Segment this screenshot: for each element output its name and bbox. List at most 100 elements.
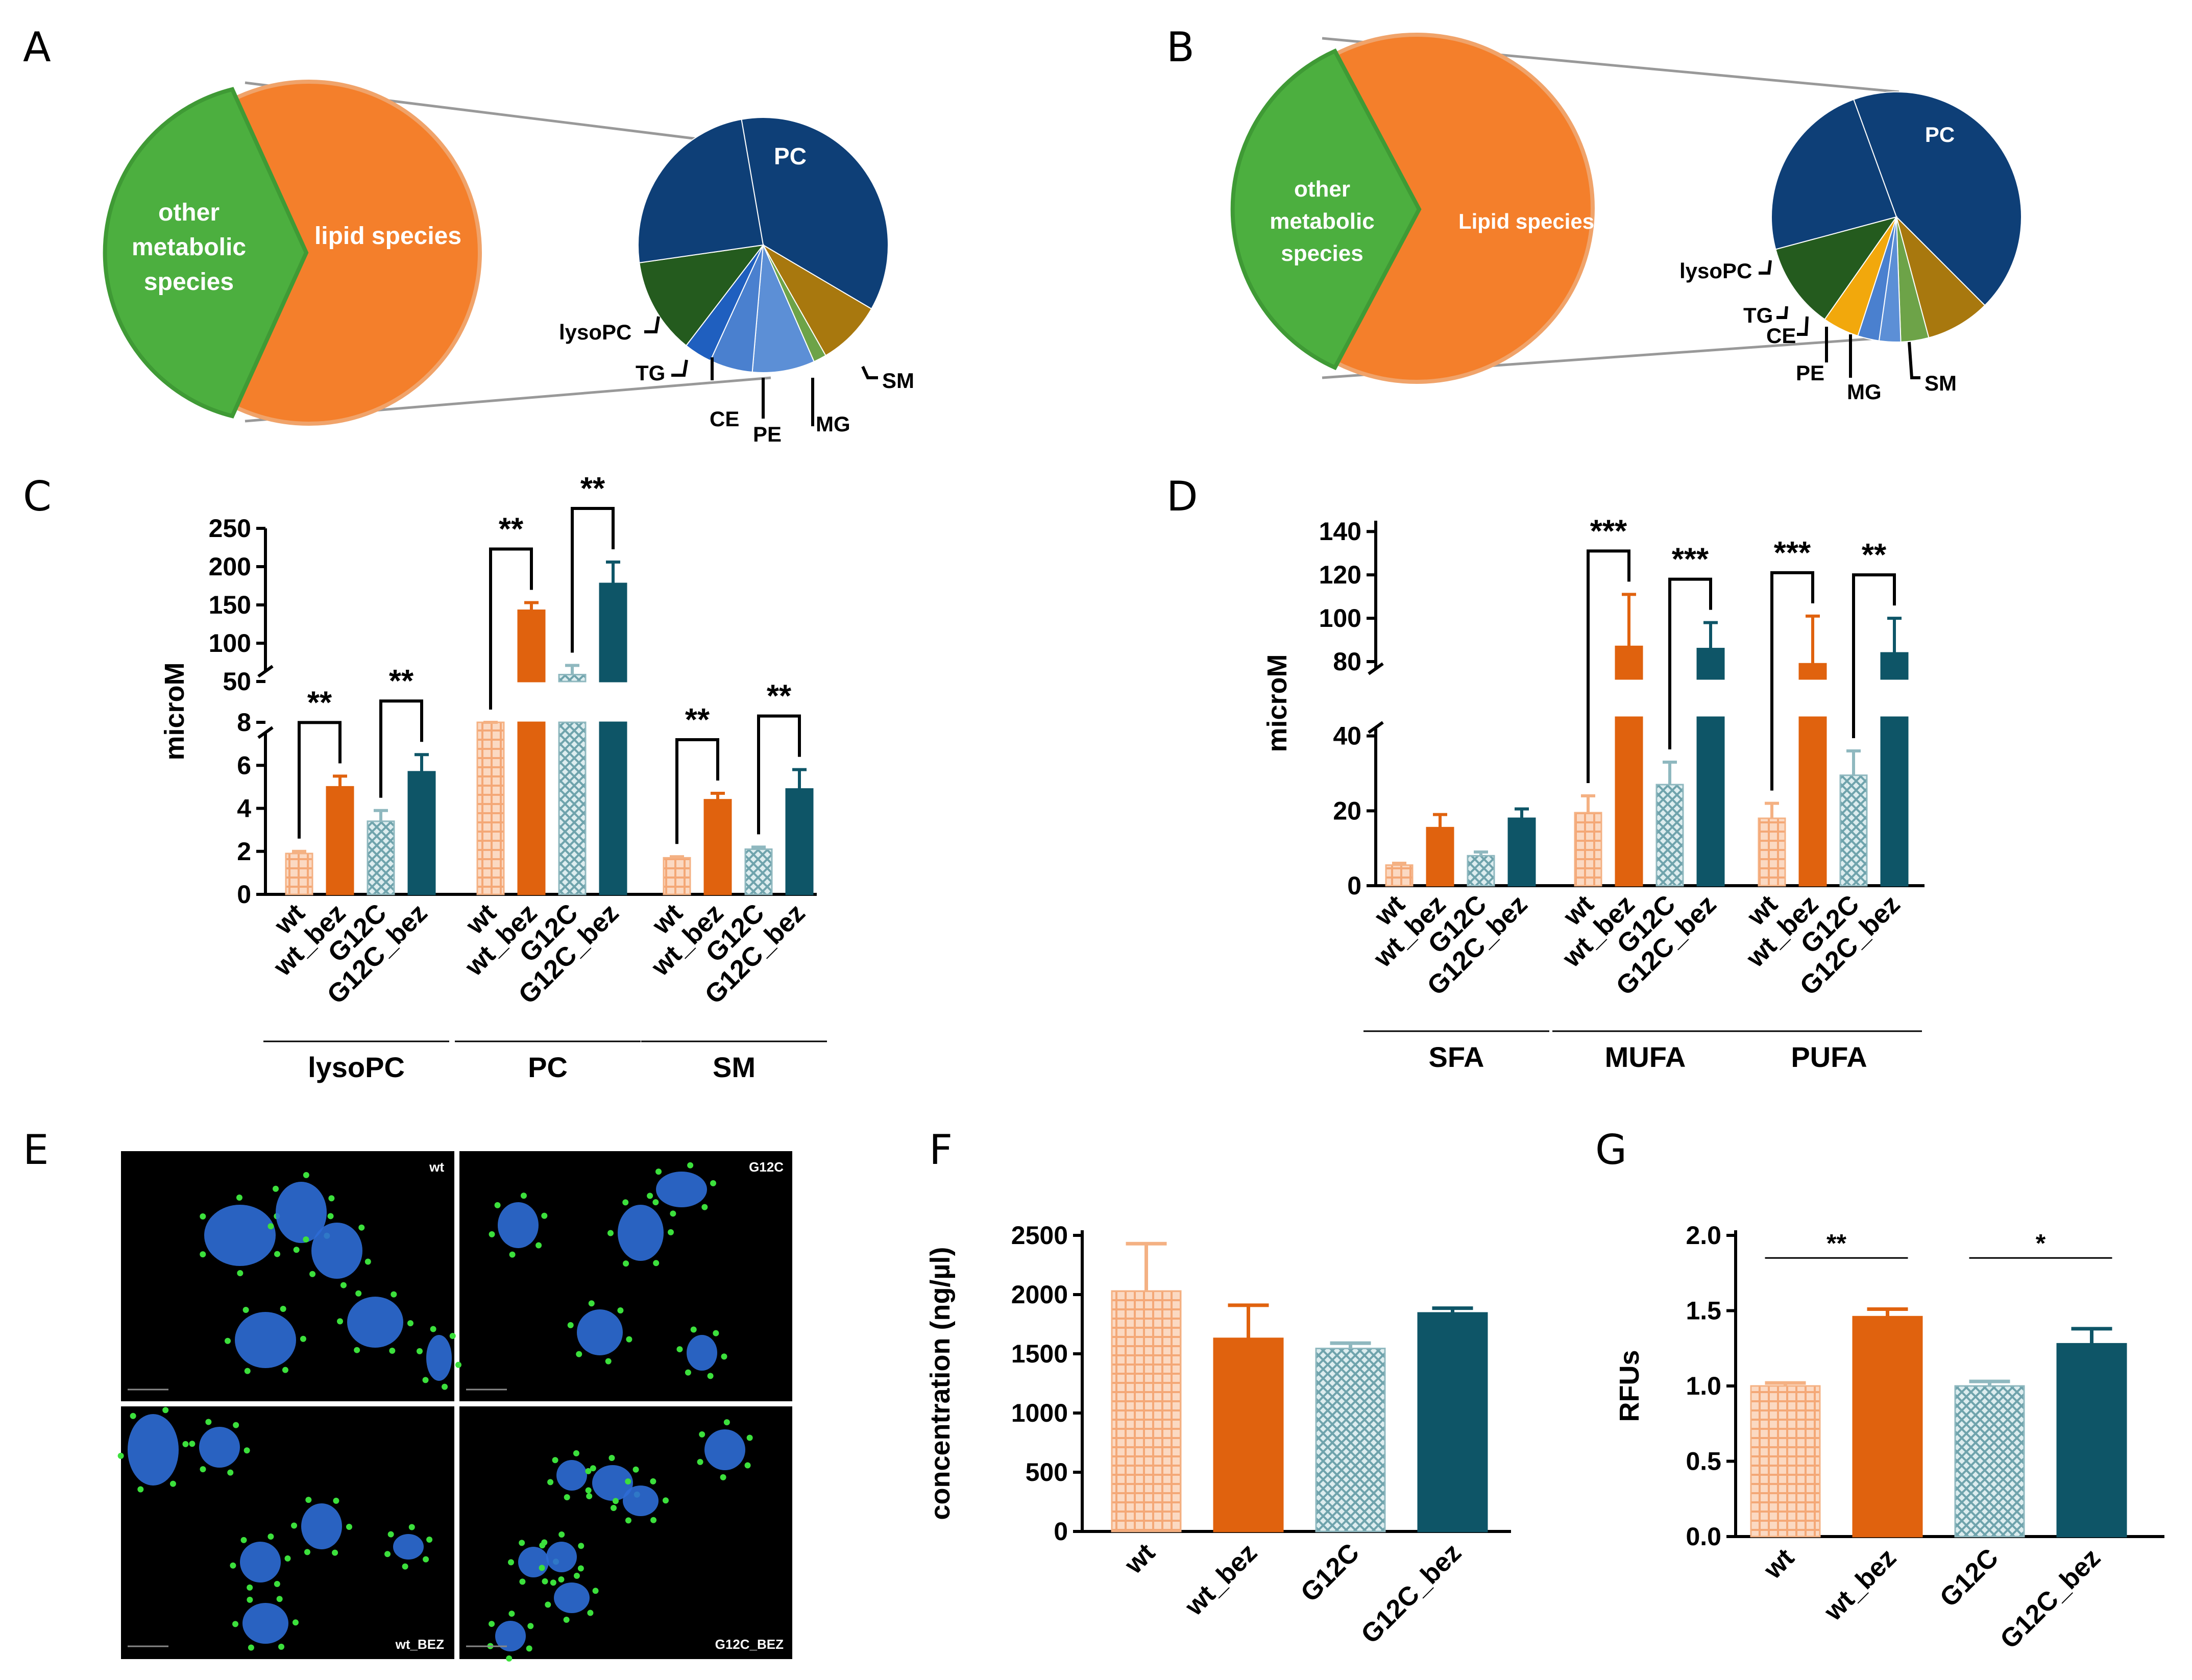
significance-label: **	[1862, 538, 1887, 573]
lipid-droplet	[407, 1320, 413, 1327]
cell-nucleus	[577, 1309, 623, 1355]
axis-break-marks	[257, 665, 274, 739]
micrographs: wt G12C wt_BEZ G12C_BEZ	[117, 1151, 792, 1662]
lipid-droplet	[746, 1434, 753, 1441]
lipid-droplet	[455, 1361, 461, 1368]
error-bar	[751, 845, 766, 849]
lipid-droplet	[552, 1457, 558, 1464]
error-bar	[1969, 1379, 2010, 1386]
error-bar	[1622, 593, 1636, 647]
cell-nucleus	[426, 1335, 452, 1381]
cell-nucleus	[242, 1603, 288, 1644]
lipid-droplet	[332, 1549, 338, 1556]
lipid-droplet	[720, 1474, 726, 1480]
lipid-droplet	[304, 1549, 310, 1555]
error-bar	[524, 601, 539, 611]
lipid-droplet	[494, 1202, 501, 1208]
pie-b-other-line3: species	[1281, 241, 1363, 266]
lipid-droplet	[205, 1419, 212, 1425]
bar-lysoPC-wt_bez	[326, 786, 354, 895]
pie-b-other-line2: metabolic	[1270, 209, 1374, 234]
lipid-droplet	[545, 1601, 551, 1608]
error-bar	[1474, 850, 1488, 856]
pie-a-other-slice	[103, 87, 309, 419]
lipid-droplet	[585, 1468, 592, 1474]
lipid-droplet	[489, 1231, 495, 1237]
bar-G12C	[1315, 1348, 1386, 1532]
bar-G12C_bez	[2056, 1343, 2127, 1538]
lipid-droplet	[699, 1431, 705, 1438]
bar-MUFA-G12C_bez-lower	[1696, 716, 1725, 887]
y-tick-label: 2	[237, 837, 251, 866]
lipid-droplet	[442, 1383, 448, 1390]
significance-label: **	[685, 702, 710, 738]
lipid-droplet	[520, 1192, 527, 1199]
pie-a-callout-lysopc: lysoPC	[559, 320, 631, 344]
lipid-droplet	[573, 1572, 580, 1579]
cell-nucleus	[204, 1205, 276, 1266]
significance-label: ***	[1774, 535, 1811, 571]
lipid-droplet	[200, 1213, 206, 1220]
lipid-droplet	[617, 1307, 624, 1314]
lipid-droplet	[391, 1291, 397, 1298]
pie-a-pc-label: PC	[774, 143, 807, 169]
lipid-droplet	[626, 1336, 632, 1343]
lipid-droplet	[430, 1326, 436, 1332]
lipid-droplet	[240, 1537, 247, 1543]
y-tick-label: 1500	[1011, 1340, 1068, 1368]
y-tick-label: 1.5	[1686, 1297, 1721, 1325]
lipid-droplet	[162, 1407, 169, 1414]
cell-nucleus	[556, 1460, 587, 1491]
x-tick-label: G12C	[1295, 1538, 1365, 1608]
lipid-droplet	[509, 1251, 516, 1258]
pie-b-slice-lysopc	[1775, 216, 1898, 321]
lipid-droplet	[613, 1498, 619, 1504]
lipid-droplet	[611, 1504, 617, 1511]
y-tick-label: 200	[209, 552, 251, 581]
lipid-droplet	[137, 1486, 144, 1493]
lipid-droplet	[607, 1230, 614, 1236]
error-bar	[1432, 1306, 1473, 1313]
micrograph-label-g12c: G12C	[749, 1159, 784, 1175]
lipid-droplet	[632, 1466, 639, 1473]
lipid-droplet	[280, 1306, 286, 1312]
bar-wt	[1750, 1385, 1821, 1538]
bar-SM-wt	[663, 857, 691, 895]
lipid-droplet	[508, 1559, 515, 1566]
pie-b-other-slice	[1230, 48, 1422, 371]
pie-a-slice-pc-2	[638, 118, 764, 263]
lipid-droplet	[647, 1192, 653, 1199]
lipid-droplet	[590, 1465, 596, 1472]
lipid-droplet	[564, 1494, 570, 1501]
bar-lysoPC-G12C_bez	[407, 771, 436, 895]
lipid-droplet	[200, 1466, 206, 1473]
error-bar	[1330, 1341, 1371, 1349]
lipid-droplet	[563, 1617, 570, 1623]
lipid-droplet	[340, 1282, 347, 1288]
bar-PC-G12C	[558, 674, 587, 683]
bar-PUFA-wt	[1758, 817, 1786, 887]
y-tick-label: 2.0	[1686, 1221, 1721, 1250]
lipid-droplet	[300, 1335, 306, 1342]
axis-break-marks	[1368, 662, 1384, 734]
x-tick-label: wt	[1758, 1543, 1800, 1585]
lipid-droplet	[293, 1247, 300, 1253]
y-tick-label: 0	[237, 880, 251, 909]
lipid-droplet	[588, 1300, 595, 1307]
lipid-droplet	[585, 1487, 592, 1494]
bar-PC-wt-lower	[476, 721, 505, 895]
pie-a-callout-tg: TG	[636, 361, 665, 385]
panel-label-g: G	[1595, 1126, 1627, 1174]
bar-lysoPC-G12C	[367, 820, 395, 895]
lipid-droplet	[489, 1621, 495, 1627]
y-tick-label: 140	[1319, 517, 1361, 546]
bar-wt_bez	[1213, 1337, 1284, 1532]
lipid-droplet	[652, 1199, 659, 1206]
lipid-droplet	[274, 1580, 280, 1587]
lipid-droplet	[701, 1204, 708, 1210]
lipid-droplet	[670, 1210, 676, 1217]
cell-nucleus	[311, 1223, 362, 1279]
cell-nucleus	[495, 1621, 526, 1651]
lipid-droplet	[303, 1236, 309, 1243]
